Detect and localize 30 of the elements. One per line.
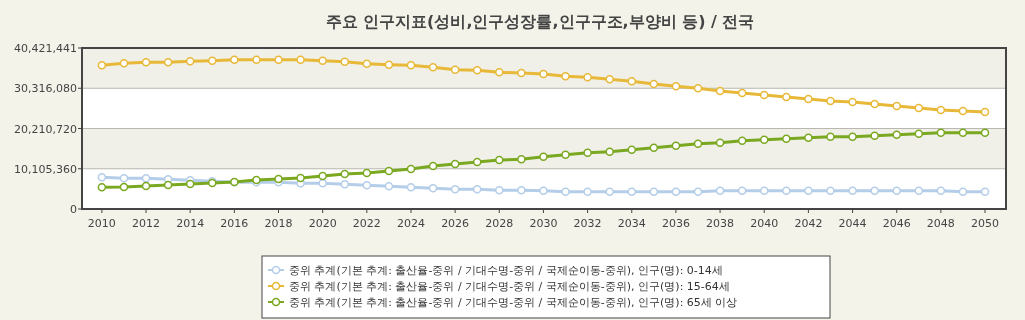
x-tick-label: 2030 (529, 217, 558, 230)
x-tick-label: 2048 (926, 217, 955, 230)
x-tick-label: 2020 (308, 217, 337, 230)
legend-label: 중위 추계(기본 추계: 출산율-중위 / 기대수명-중위 / 국제순이동-중위), 인구(명): 65세 이상 (289, 296, 738, 309)
x-tick-label: 2044 (838, 217, 867, 230)
y-tick-label: 30,316,080 (14, 82, 77, 96)
y-tick-label: 20,210,720 (14, 122, 77, 136)
x-tick-label: 2040 (750, 217, 779, 230)
chart-title: 주요 인구지표(성비,인구성장률,인구구조,부양비 등) / 전국 (325, 12, 755, 31)
y-tick-label: 40,421,441 (14, 42, 77, 55)
x-tick-label: 2026 (441, 217, 470, 230)
x-tick-label: 2046 (882, 217, 911, 230)
x-tick-label: 2050 (971, 217, 1000, 230)
x-tick-label: 2034 (617, 217, 646, 230)
x-tick-label: 2022 (352, 217, 381, 230)
x-tick-label: 2014 (176, 217, 205, 230)
x-tick-label: 2012 (132, 217, 161, 230)
y-tick-label: 0 (70, 203, 77, 216)
x-tick-label: 2028 (485, 217, 514, 230)
x-tick-label: 2032 (573, 217, 602, 230)
x-tick-label: 2036 (661, 217, 690, 230)
legend-label: 중위 추계(기본 추계: 출산율-중위 / 기대수명-중위 / 국제순이동-중위), 인구(명): 0-14세 (289, 264, 723, 277)
x-tick-label: 2042 (794, 217, 823, 230)
x-tick-label: 2024 (396, 217, 425, 230)
x-tick-label: 2038 (706, 217, 735, 230)
legend-label: 중위 추계(기본 추계: 출산율-중위 / 기대수명-중위 / 국제순이동-중위), 인구(명): 15-64세 (289, 280, 730, 293)
x-tick-label: 2010 (87, 217, 116, 230)
y-tick-label: 10,105,360 (14, 162, 77, 176)
x-tick-label: 2016 (220, 217, 249, 230)
x-tick-label: 2018 (264, 217, 293, 230)
